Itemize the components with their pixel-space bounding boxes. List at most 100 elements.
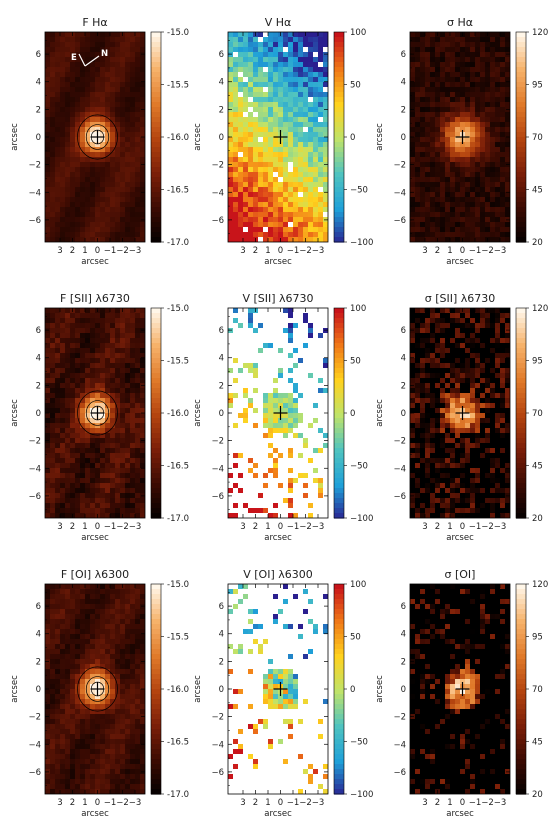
x-tick-label: 0 <box>460 522 465 532</box>
panel-title: F [OI] λ6300 <box>61 568 129 581</box>
x-tick-label: 1 <box>447 522 452 532</box>
y-tick-label: 4 <box>219 630 224 640</box>
x-axis-label: arcsec <box>264 809 292 819</box>
y-tick-label: 6 <box>219 50 224 60</box>
x-tick-label: 1 <box>82 798 87 808</box>
x-axis-label: arcsec <box>446 533 474 543</box>
x-tick-label: 3 <box>57 246 62 256</box>
colorbar: -15.0 -15.5 -16.0 -16.5 -17.0 <box>150 580 189 800</box>
y-tick-label: 6 <box>401 326 406 336</box>
y-tick-label: −2 <box>393 161 406 171</box>
y-tick-label: 4 <box>219 78 224 88</box>
x-axis-label: arcsec <box>446 809 474 819</box>
y-tick-label: −2 <box>393 713 406 723</box>
x-tick-label: 0 <box>278 798 283 808</box>
colorbar-tick-label: -15.0 <box>167 304 189 314</box>
y-tick-label: 4 <box>401 630 406 640</box>
colorbar-tick-label: -17.0 <box>167 514 189 524</box>
x-tick-label: 1 <box>82 522 87 532</box>
contour <box>85 124 110 150</box>
y-tick-label: −4 <box>28 740 41 750</box>
x-tick-label: 0 <box>460 798 465 808</box>
x-tick-label: −2 <box>299 246 312 256</box>
colorbar-tick-label: 120 <box>532 580 548 590</box>
y-tick-label: 6 <box>36 326 41 336</box>
x-tick-label: −2 <box>116 798 129 808</box>
y-tick-label: 6 <box>219 602 224 612</box>
x-tick-label: 3 <box>240 798 245 808</box>
colorbar-tick-label: 50 <box>350 357 361 367</box>
panel-title: σ [SII] λ6730 <box>425 292 496 305</box>
colorbar-tick-label: −50 <box>350 186 368 196</box>
colorbar: 120 95 70 45 20 <box>515 580 548 800</box>
contour <box>77 114 118 160</box>
x-axis-label: arcsec <box>446 257 474 267</box>
colorbar-tick-label: -16.5 <box>167 186 189 196</box>
y-tick-label: −2 <box>28 713 41 723</box>
colorbar-tick-label: −50 <box>350 738 368 748</box>
panel-F-ha: F Hα3 2 1 0 −1 −2 −36420−2−4−6arcsecarcsecNE-1… <box>10 16 189 267</box>
y-tick-label: −2 <box>211 437 224 447</box>
contour <box>77 390 118 436</box>
y-axis-label: arcsec <box>10 123 20 151</box>
x-tick-label: −2 <box>481 522 494 532</box>
colorbar-tick-label: -16.0 <box>167 133 189 143</box>
y-tick-label: −4 <box>211 740 224 750</box>
panel-S-oi: σ [OI]3 2 1 0 −1 −2 −36420−2−4−6arcsecarcsec12… <box>375 568 548 819</box>
y-tick-label: 6 <box>36 602 41 612</box>
y-axis-label: arcsec <box>10 399 20 427</box>
x-tick-label: 3 <box>240 522 245 532</box>
contour <box>85 400 110 426</box>
x-tick-label: 2 <box>253 246 258 256</box>
y-tick-label: −6 <box>393 768 406 778</box>
colorbar-tick-label: 20 <box>532 238 543 248</box>
x-tick-label: 3 <box>240 246 245 256</box>
y-tick-label: −6 <box>28 768 41 778</box>
y-axis-label: arcsec <box>193 123 203 151</box>
map-image <box>228 308 328 518</box>
colorbar: 100 50 0 −50 −100 <box>333 304 373 524</box>
y-tick-label: 2 <box>219 105 224 115</box>
y-tick-label: 0 <box>219 685 224 695</box>
compass-north-label: N <box>101 49 108 59</box>
y-axis-label: arcsec <box>193 399 203 427</box>
x-tick-label: −2 <box>481 246 494 256</box>
x-tick-label: 0 <box>278 246 283 256</box>
colorbar-tick-label: -15.0 <box>167 580 189 590</box>
colorbar-tick-label: -16.5 <box>167 738 189 748</box>
colorbar-tick-label: -16.0 <box>167 409 189 419</box>
x-tick-label: 3 <box>422 522 427 532</box>
y-tick-label: 4 <box>36 78 41 88</box>
colorbar: 120 95 70 45 20 <box>515 28 548 248</box>
x-tick-label: 2 <box>435 798 440 808</box>
y-axis-label: arcsec <box>375 123 385 151</box>
x-tick-label: 1 <box>265 522 270 532</box>
y-tick-label: −4 <box>393 188 406 198</box>
colorbar-tick-label: 100 <box>350 28 366 38</box>
x-tick-label: 2 <box>253 798 258 808</box>
colorbar-tick-label: -15.0 <box>167 28 189 38</box>
panel-title: V [OI] λ6300 <box>243 568 313 581</box>
y-tick-label: 4 <box>36 630 41 640</box>
colorbar-tick-label: 0 <box>350 409 355 419</box>
x-tick-label: −1 <box>287 246 300 256</box>
y-tick-label: 2 <box>36 657 41 667</box>
y-axis-label: arcsec <box>375 675 385 703</box>
y-tick-label: −4 <box>393 740 406 750</box>
y-tick-label: −2 <box>211 713 224 723</box>
y-axis-label: arcsec <box>375 399 385 427</box>
x-tick-label: 1 <box>265 246 270 256</box>
contour <box>85 676 110 702</box>
y-tick-label: 2 <box>219 657 224 667</box>
colorbar-tick-label: 50 <box>350 81 361 91</box>
colorbar: -15.0 -15.5 -16.0 -16.5 -17.0 <box>150 304 189 524</box>
colorbar-tick-label: 70 <box>532 409 543 419</box>
y-tick-label: 6 <box>219 326 224 336</box>
y-tick-label: −6 <box>211 768 224 778</box>
y-tick-label: 4 <box>401 354 406 364</box>
y-tick-label: 6 <box>36 50 41 60</box>
x-tick-label: 2 <box>435 522 440 532</box>
colorbar: 100 50 0 −50 −100 <box>333 580 373 800</box>
